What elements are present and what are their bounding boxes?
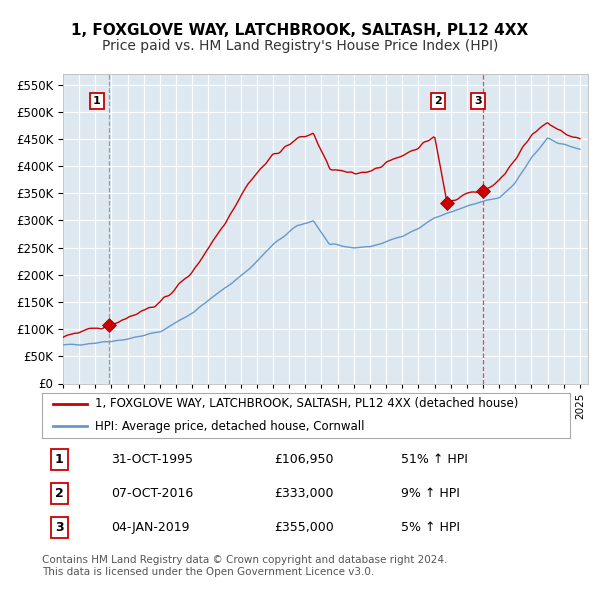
Text: 2: 2 [434,96,442,106]
Text: 51% ↑ HPI: 51% ↑ HPI [401,453,468,466]
Text: 3: 3 [475,96,482,106]
Text: Price paid vs. HM Land Registry's House Price Index (HPI): Price paid vs. HM Land Registry's House … [102,39,498,53]
Text: 31-OCT-1995: 31-OCT-1995 [110,453,193,466]
Text: 2: 2 [55,487,64,500]
Text: 9% ↑ HPI: 9% ↑ HPI [401,487,460,500]
Text: 1, FOXGLOVE WAY, LATCHBROOK, SALTASH, PL12 4XX: 1, FOXGLOVE WAY, LATCHBROOK, SALTASH, PL… [71,23,529,38]
Text: £333,000: £333,000 [274,487,334,500]
Text: £355,000: £355,000 [274,520,334,534]
Text: 1: 1 [93,96,101,106]
Text: HPI: Average price, detached house, Cornwall: HPI: Average price, detached house, Corn… [95,419,364,432]
Text: 3: 3 [55,520,64,534]
Text: 1: 1 [55,453,64,466]
Text: 1, FOXGLOVE WAY, LATCHBROOK, SALTASH, PL12 4XX (detached house): 1, FOXGLOVE WAY, LATCHBROOK, SALTASH, PL… [95,397,518,410]
Text: Contains HM Land Registry data © Crown copyright and database right 2024.
This d: Contains HM Land Registry data © Crown c… [42,555,448,577]
Text: 04-JAN-2019: 04-JAN-2019 [110,520,189,534]
Text: 5% ↑ HPI: 5% ↑ HPI [401,520,460,534]
Text: £106,950: £106,950 [274,453,334,466]
Text: 07-OCT-2016: 07-OCT-2016 [110,487,193,500]
